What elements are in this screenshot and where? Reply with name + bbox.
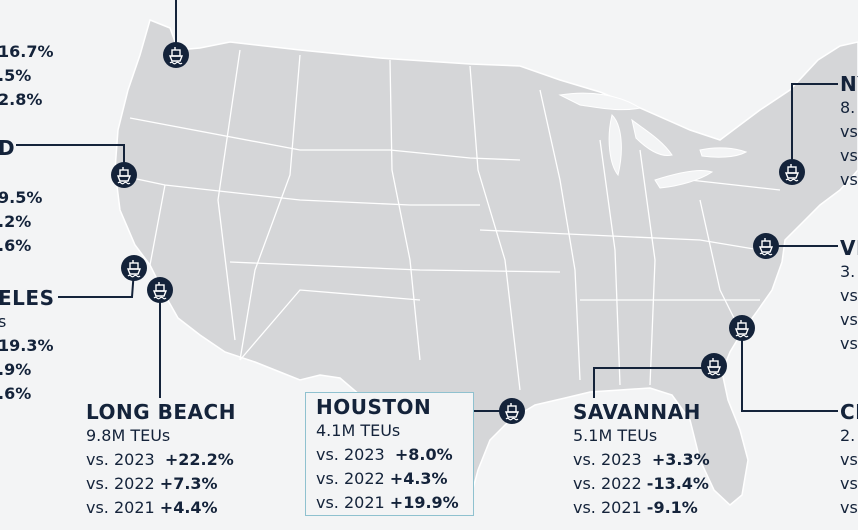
- comparison-row: vs. 2022 -13.4%: [573, 474, 709, 493]
- comparison-row: vs: [840, 498, 858, 517]
- comparison-row: vs: [840, 286, 858, 305]
- port-name: VI: [840, 236, 858, 260]
- comparison-row: vs. 2023 +3.3%: [573, 450, 710, 469]
- port-label-savannah: SAVANNAH 5.1M TEUs vs. 2023 +3.3% vs. 20…: [573, 400, 710, 520]
- comparison-row: vs. 2021 +4.4%: [86, 498, 218, 517]
- great-lakes: [558, 92, 748, 189]
- change-row: .6%: [0, 236, 32, 255]
- teu-value: 3.: [840, 262, 856, 281]
- comparison-row: vs. 2023 +8.0%: [316, 445, 453, 464]
- comparison-row: vs: [840, 450, 858, 469]
- port-name: ELES: [0, 286, 55, 310]
- port-name: D: [0, 136, 16, 160]
- comparison-row: vs. 2022 +4.3%: [316, 469, 448, 488]
- port-label-long-beach: LONG BEACH 9.8M TEUs vs. 2023 +22.2% vs.…: [86, 400, 236, 520]
- ship-icon-oakland[interactable]: [110, 161, 138, 189]
- comparison-row: vs. 2023 +22.2%: [86, 450, 234, 469]
- change-row: .9%: [0, 360, 32, 379]
- ship-icon-long-beach[interactable]: [146, 276, 174, 304]
- teu-value: 5.1M TEUs: [573, 426, 658, 445]
- port-label-ny-nj: NY 8. vs vs vs: [840, 72, 858, 192]
- ship-icon-virginia[interactable]: [752, 232, 780, 260]
- comparison-row: vs. 2021 +19.9%: [316, 493, 459, 512]
- teu-value: 8.: [840, 98, 856, 117]
- port-name: HOUSTON: [316, 395, 432, 419]
- ship-icon-houston[interactable]: [498, 397, 526, 425]
- teu-value: s: [0, 312, 7, 331]
- port-label-los-angeles: ELES s 19.3% .9% .6%: [0, 286, 54, 406]
- ship-icon-savannah[interactable]: [700, 352, 728, 380]
- port-name: NY: [840, 72, 858, 96]
- comparison-row: vs: [840, 122, 858, 141]
- comparison-row: vs: [840, 146, 858, 165]
- change-row: .5%: [0, 66, 32, 85]
- ship-icon-seattle[interactable]: [162, 41, 190, 69]
- ship-icon-ny-nj[interactable]: [778, 158, 806, 186]
- comparison-row: vs: [840, 310, 858, 329]
- teu-value: 2.: [840, 426, 856, 445]
- teu-value: 4.1M TEUs: [316, 421, 401, 440]
- comparison-row: vs: [840, 170, 858, 189]
- ship-icon-los-angeles[interactable]: [120, 254, 148, 282]
- port-name: CH: [840, 400, 858, 424]
- port-label-houston: HOUSTON 4.1M TEUs vs. 2023 +8.0% vs. 202…: [305, 392, 474, 516]
- port-label-seattle: 16.7% .5% 2.8%: [0, 40, 54, 112]
- ship-icon-charleston[interactable]: [728, 314, 756, 342]
- change-row: .6%: [0, 384, 32, 403]
- teu-value: 9.8M TEUs: [86, 426, 171, 445]
- port-label-virginia: VI 3. vs vs vs: [840, 236, 858, 356]
- port-label-charleston: CH 2. vs vs vs: [840, 400, 858, 520]
- port-label-oakland: D 9.5% .2% .6%: [0, 136, 42, 258]
- comparison-row: vs. 2021 -9.1%: [573, 498, 698, 517]
- comparison-row: vs: [840, 474, 858, 493]
- change-row: 2.8%: [0, 90, 43, 109]
- comparison-row: vs. 2022 +7.3%: [86, 474, 218, 493]
- change-row: 9.5%: [0, 188, 43, 207]
- change-row: 19.3%: [0, 336, 54, 355]
- port-name: SAVANNAH: [573, 400, 701, 424]
- change-row: .2%: [0, 212, 32, 231]
- state-borders: [117, 49, 781, 391]
- port-name: LONG BEACH: [86, 400, 236, 424]
- comparison-row: vs: [840, 334, 858, 353]
- change-row: 16.7%: [0, 42, 54, 61]
